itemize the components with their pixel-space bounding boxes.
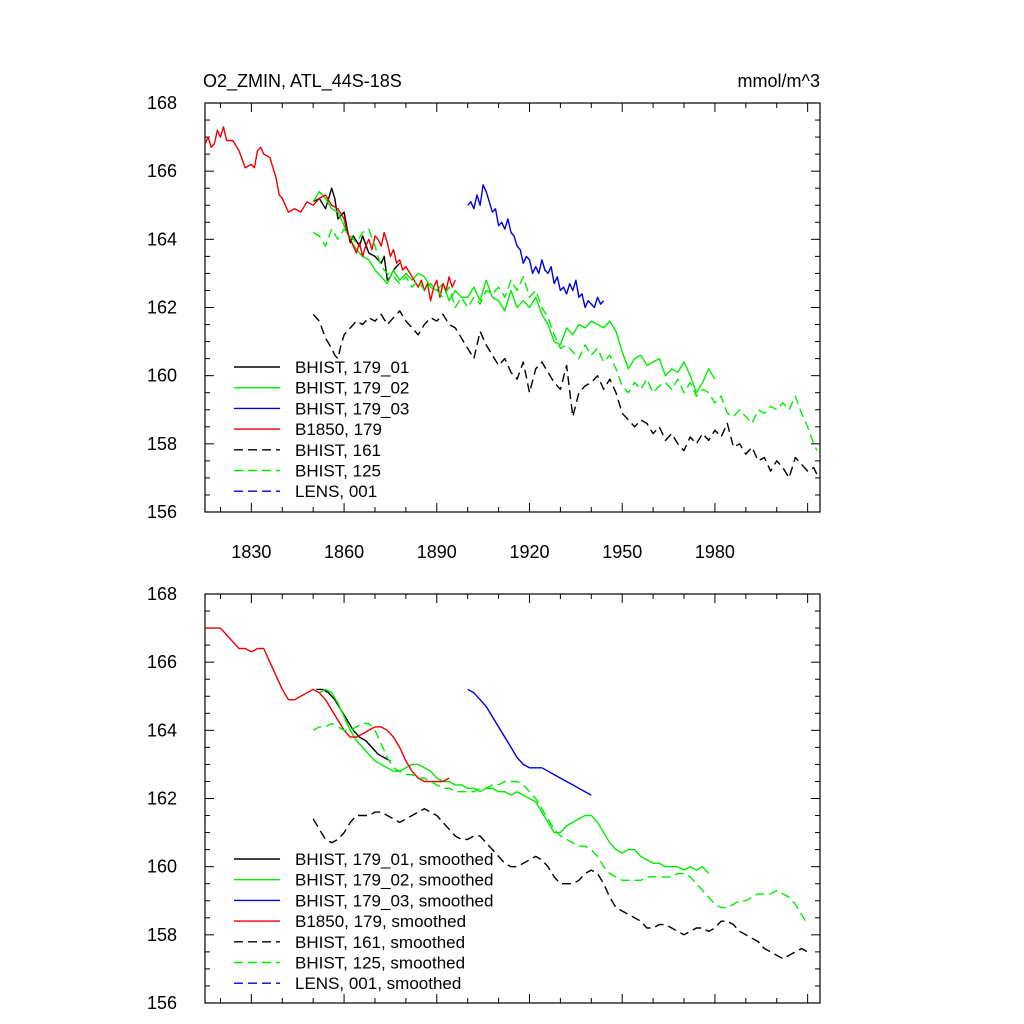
units-label: mmol/m^3 xyxy=(738,71,820,91)
y-tick-label: 158 xyxy=(147,925,177,945)
legend-label: B1850, 179, smoothed xyxy=(295,912,466,931)
series-line xyxy=(205,627,450,783)
y-tick-label: 164 xyxy=(147,720,177,740)
x-tick-label: 1830 xyxy=(231,542,271,562)
legend-label: BHIST, 125, smoothed xyxy=(295,954,465,973)
series-line xyxy=(312,190,716,394)
legend-label: LENS, 001, smoothed xyxy=(295,974,461,993)
series-line xyxy=(318,688,710,874)
y-tick-label: 168 xyxy=(147,93,177,113)
y-tick-label: 158 xyxy=(147,434,177,454)
y-tick-label: 156 xyxy=(147,502,177,522)
x-tick-label: 1860 xyxy=(324,542,364,562)
chart-title: O2_ZMIN, ATL_44S-18S xyxy=(203,71,402,92)
series-line xyxy=(316,688,391,762)
y-tick-label: 160 xyxy=(147,366,177,386)
legend-label: BHIST, 179_01, smoothed xyxy=(295,850,493,869)
y-tick-label: 166 xyxy=(147,652,177,672)
y-tick-label: 164 xyxy=(147,229,177,249)
series-line xyxy=(467,688,592,796)
series-line xyxy=(467,184,605,309)
y-tick-label: 168 xyxy=(147,584,177,604)
series-line xyxy=(312,310,818,479)
legend-label: B1850, 179 xyxy=(295,420,382,439)
legend-label: BHIST, 179_02 xyxy=(295,379,409,398)
legend-label: BHIST, 161 xyxy=(295,441,381,460)
series-group xyxy=(205,126,818,479)
x-tick-label: 1920 xyxy=(509,542,549,562)
x-tick-label: 1980 xyxy=(695,542,735,562)
series-line xyxy=(205,126,456,302)
x-tick-label: 1950 xyxy=(602,542,642,562)
legend-label: BHIST, 161, smoothed xyxy=(295,933,465,952)
legend-label: BHIST, 179_03, smoothed xyxy=(295,891,493,910)
series-line xyxy=(312,187,401,281)
y-tick-label: 162 xyxy=(147,298,177,318)
legend-label: LENS, 001 xyxy=(295,482,377,501)
bottom-panel: 156 158 160 162 164 166 168 BHIST, 179_01, smoo… xyxy=(147,584,821,1013)
legend-label: BHIST, 125 xyxy=(295,462,381,481)
series-group xyxy=(205,627,809,960)
legend-label: BHIST, 179_01 xyxy=(295,358,409,377)
legend-label: BHIST, 179_03 xyxy=(295,399,409,418)
top-panel: 156 158 160 162 164 166 168 1830 1860 1890 1920 195… xyxy=(147,93,821,562)
y-tick-label: 166 xyxy=(147,161,177,181)
legend-label: BHIST, 179_02, smoothed xyxy=(295,871,493,890)
series-line xyxy=(312,228,818,451)
y-tick-label: 160 xyxy=(147,857,177,877)
y-tick-label: 156 xyxy=(147,993,177,1013)
series-line xyxy=(312,722,809,925)
y-tick-label: 162 xyxy=(147,789,177,809)
x-tick-label: 1890 xyxy=(417,542,457,562)
